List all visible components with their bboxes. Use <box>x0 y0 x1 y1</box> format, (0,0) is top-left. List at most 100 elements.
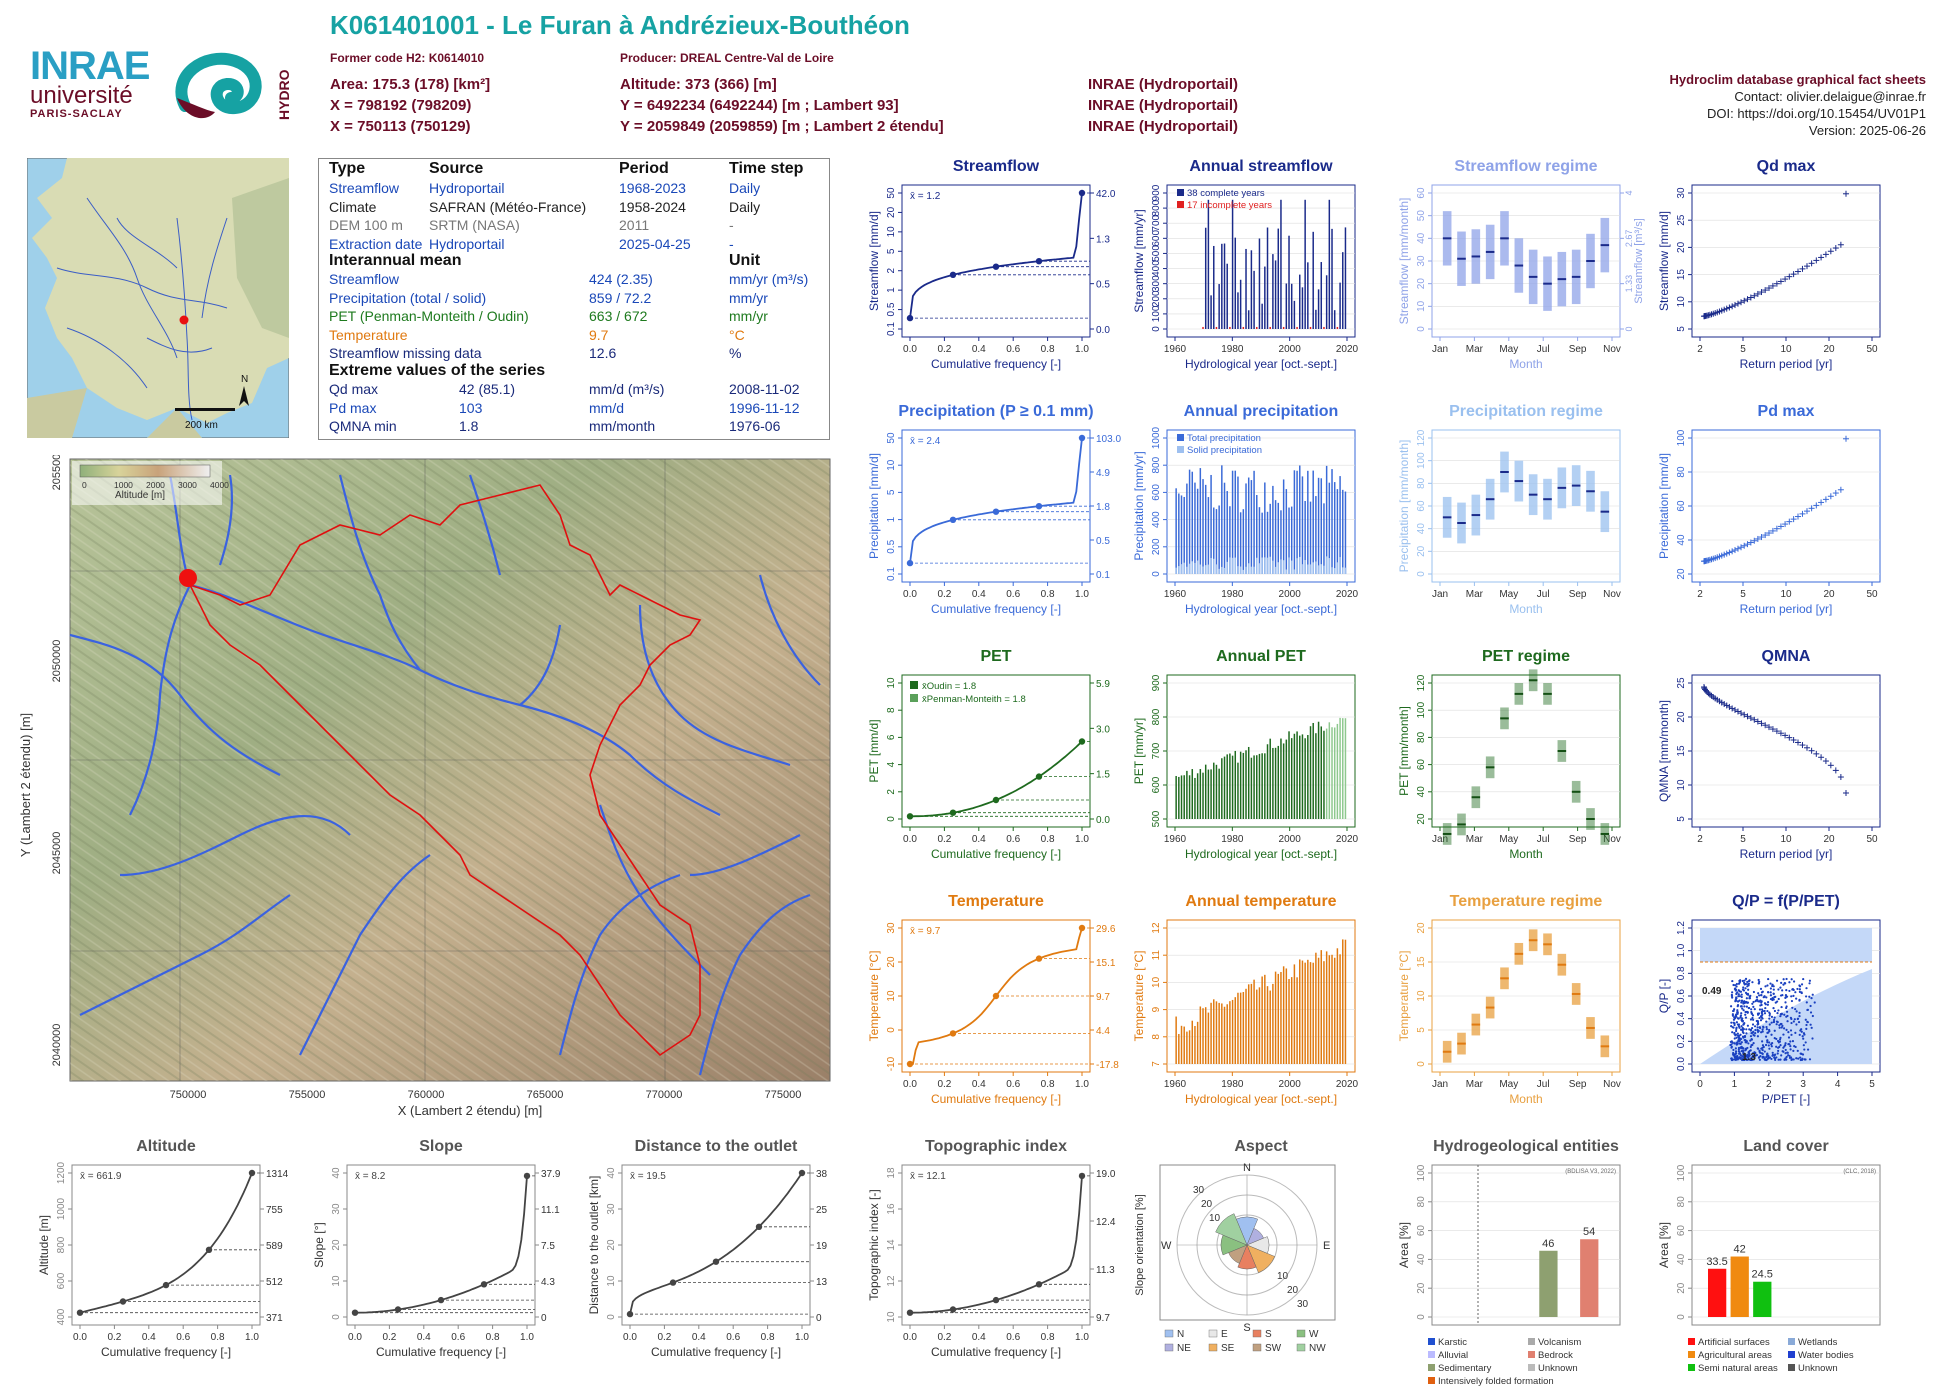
bar-value-label: 33.5 <box>1706 1256 1727 1268</box>
year-bar <box>1229 326 1231 329</box>
qp-point <box>1802 977 1805 981</box>
table-cell: 663 / 672 <box>589 308 648 324</box>
mean-label: x̄ = 2.4 <box>910 436 941 447</box>
x-tick-label: 10 <box>1780 834 1792 845</box>
qp-point <box>1766 1039 1769 1043</box>
chart-title: Hydrogeological entities <box>1433 1138 1619 1155</box>
y-tick-label: 800 <box>1151 708 1162 725</box>
qp-point <box>1755 996 1759 999</box>
qp-point <box>1772 1007 1775 1010</box>
year-bar <box>1342 252 1344 329</box>
year-bar <box>1280 199 1282 329</box>
quantile-point <box>992 1296 1000 1304</box>
legend-label: Bedrock <box>1538 1350 1573 1361</box>
x-tick-label: 2020 <box>1336 1079 1359 1090</box>
quantile-value: 4.3 <box>541 1277 555 1288</box>
year-bar <box>1299 735 1301 819</box>
qp-point <box>1742 1009 1745 1012</box>
qp-point <box>1736 1056 1739 1059</box>
source-note: (BDLISA V3, 2022) <box>1565 1169 1616 1175</box>
year-bar <box>1218 284 1220 329</box>
qp-point <box>1766 1054 1769 1057</box>
solid-bar <box>1277 562 1280 574</box>
y-tick-label: 200 <box>1151 538 1162 555</box>
qp-point <box>1751 1052 1755 1055</box>
year-bar <box>1315 733 1317 819</box>
qp-point <box>1751 1026 1754 1030</box>
return-period-point <box>1738 710 1745 717</box>
landcover-chart: Land cover 0 20 40 60 80 100 Area [%] 33.5 42 24.5… <box>1657 1138 1881 1374</box>
doi-link[interactable]: DOI: https://doi.org/10.15454/UV01P1 <box>1707 106 1926 121</box>
aspect-sector <box>1246 1244 1276 1274</box>
y-tick-label: 40 <box>1416 232 1427 244</box>
x-tick-label: 0.6 <box>1006 834 1020 845</box>
x-tick-label: 20 <box>1823 344 1835 355</box>
x-tick-label: Nov <box>1603 344 1621 355</box>
y-tick-label: 600 <box>1151 230 1162 247</box>
x-tick-label: 0.6 <box>451 1332 465 1343</box>
hydro-label: HYDRO <box>276 69 292 120</box>
solid-bar <box>1239 566 1242 574</box>
qp-point <box>1783 1058 1786 1061</box>
chart-title: Annual precipitation <box>1184 403 1339 420</box>
qp-point <box>1786 1051 1789 1054</box>
y-tick-label: 80 <box>1416 477 1427 489</box>
year-bar <box>1299 959 1301 1064</box>
return-period-point <box>1773 728 1780 735</box>
qp-point <box>1736 1005 1739 1008</box>
year-bar <box>1199 468 1202 574</box>
qp-point <box>1809 1004 1812 1008</box>
qp-point <box>1776 1000 1779 1003</box>
qp-point <box>1741 1030 1744 1034</box>
year-bar <box>1333 482 1336 574</box>
year-bar <box>1307 470 1309 574</box>
x-tick-label: 2020 <box>1336 834 1359 845</box>
solid-bar <box>1280 559 1282 574</box>
year-bar <box>1256 755 1258 819</box>
quantile-point <box>906 1309 914 1316</box>
qp-point <box>1777 1049 1780 1052</box>
year-bar <box>1258 987 1261 1064</box>
qp-point <box>1737 982 1741 985</box>
qp-point <box>1766 984 1769 987</box>
solid-bar <box>1339 557 1341 574</box>
qp-point <box>1736 1023 1740 1026</box>
qp-point <box>1732 1021 1735 1024</box>
return-period-point <box>1729 303 1736 310</box>
quantile-value: 9.7 <box>1096 1313 1110 1324</box>
plot-frame <box>1431 1164 1621 1326</box>
year-bar <box>1288 979 1290 1064</box>
station-marker <box>179 315 189 325</box>
x-tick-label: 0.4 <box>972 1332 986 1343</box>
solid-bar <box>1215 564 1218 574</box>
table-cell: 12.6 <box>589 345 617 361</box>
y-tick-label: 0 <box>1416 1061 1427 1067</box>
qp-point <box>1730 993 1733 996</box>
qp-point <box>1742 986 1745 989</box>
year-bar <box>1234 237 1237 329</box>
year-bar <box>1229 753 1231 819</box>
solid-bar <box>1245 566 1247 574</box>
return-period-point <box>1762 287 1769 294</box>
qp-point <box>1734 998 1737 1001</box>
year-bar <box>1223 243 1226 329</box>
qp-point <box>1768 1056 1771 1059</box>
x-axis-label: P/PET [-] <box>1762 1092 1810 1106</box>
y-tick-label: 1 <box>886 287 897 293</box>
quantile-value: 37.9 <box>541 1169 561 1180</box>
year-bar <box>1210 295 1212 329</box>
legend-label: Intensively folded formation <box>1438 1376 1554 1386</box>
x-axis-label: Hydrological year [oct.-sept.] <box>1185 357 1337 371</box>
y-tick-label: 20 <box>1676 711 1687 723</box>
qp-point <box>1756 1035 1760 1038</box>
y-tick-label: 30 <box>331 1203 342 1215</box>
year-bar <box>1301 476 1304 574</box>
return-period-point <box>1723 305 1730 312</box>
year-bar <box>1304 738 1306 819</box>
qp-point <box>1757 982 1760 985</box>
x-tick-label: Mar <box>1466 1079 1484 1090</box>
year-bar <box>1301 734 1304 819</box>
year-bar <box>1210 1002 1212 1064</box>
chart-title: Slope <box>419 1138 463 1155</box>
